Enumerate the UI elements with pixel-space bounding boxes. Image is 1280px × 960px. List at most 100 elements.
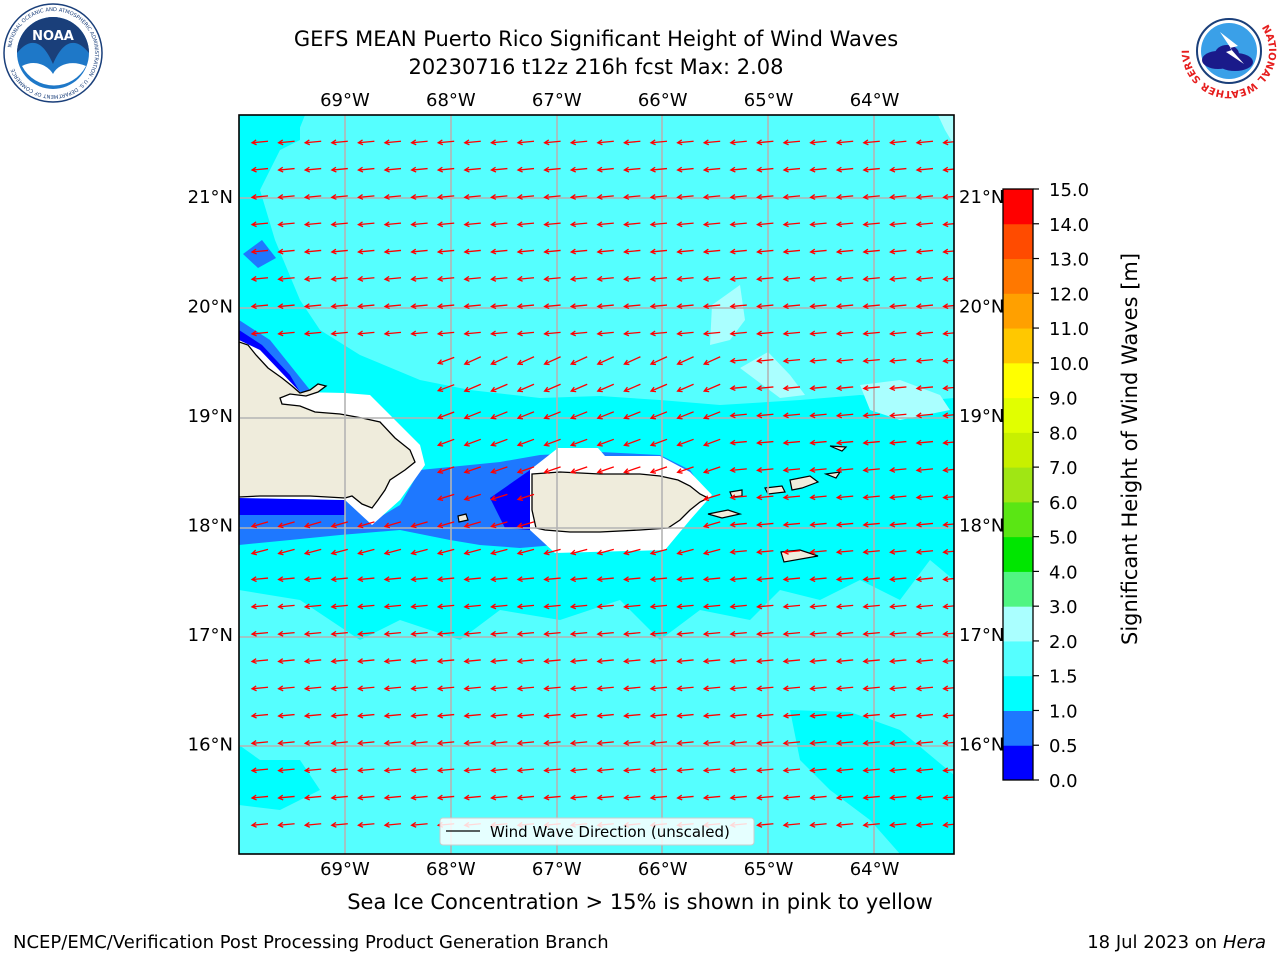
wave-direction-arrow — [383, 548, 402, 556]
wave-direction-arrow — [516, 275, 535, 282]
wave-direction-arrow — [516, 383, 535, 393]
wave-direction-arrow — [490, 166, 508, 173]
wave-direction-arrow — [490, 466, 508, 474]
wave-direction-arrow — [410, 330, 428, 337]
wave-direction-arrow — [543, 221, 561, 228]
wave-direction-arrow — [809, 221, 827, 228]
wave-direction-arrow — [782, 521, 801, 528]
wave-direction-arrow — [596, 139, 614, 146]
wave-direction-arrow — [516, 248, 535, 255]
lat-label-left: 18°N — [188, 516, 233, 537]
wave-direction-arrow — [782, 467, 801, 473]
wave-direction-arrow — [357, 166, 375, 173]
wave-direction-arrow — [756, 821, 774, 828]
plot-area — [239, 115, 954, 854]
wave-direction-arrow — [835, 221, 854, 228]
wave-direction-arrow — [809, 385, 827, 392]
wave-direction-arrow — [383, 740, 402, 746]
wave-direction-arrow — [835, 548, 854, 555]
wave-direction-arrow — [543, 630, 561, 637]
wave-direction-arrow — [676, 548, 694, 556]
wave-direction-arrow — [862, 357, 880, 364]
wave-direction-arrow — [862, 412, 880, 419]
wave-direction-arrow — [250, 767, 269, 774]
wave-direction-arrow — [835, 603, 854, 610]
colorbar-frame — [1002, 188, 1034, 781]
wave-direction-arrow — [915, 658, 934, 665]
wave-direction-arrow — [303, 821, 322, 828]
map-title: GEFS MEAN Puerto Rico Significant Height… — [293, 27, 899, 51]
wave-direction-arrow — [676, 330, 694, 337]
wave-direction-arrow — [835, 248, 854, 255]
wave-direction-arrow — [490, 658, 508, 665]
wave-direction-arrow — [729, 221, 747, 228]
wave-direction-arrow — [809, 275, 827, 282]
wave-direction-arrow — [809, 685, 827, 692]
wave-direction-arrow — [303, 685, 322, 692]
wave-direction-arrow — [702, 521, 721, 529]
wave-direction-arrow — [569, 275, 588, 282]
wave-direction-arrow — [729, 357, 747, 364]
wave-direction-arrow — [889, 139, 907, 146]
wave-direction-arrow — [330, 166, 348, 173]
wave-direction-arrow — [250, 166, 269, 173]
wave-direction-arrow — [569, 330, 588, 337]
wave-direction-arrow — [729, 194, 747, 200]
wave-direction-arrow — [756, 139, 774, 146]
wave-direction-arrow — [383, 576, 402, 583]
wave-direction-arrow — [862, 194, 880, 200]
wave-direction-arrow — [676, 685, 694, 692]
wave-direction-arrow — [676, 221, 694, 228]
wave-direction-arrow — [756, 685, 774, 692]
wave-direction-arrow — [676, 356, 694, 366]
wave-direction-arrow — [649, 630, 668, 637]
wave-direction-arrow — [782, 740, 801, 746]
wave-direction-arrow — [702, 658, 721, 665]
wave-direction-arrow — [463, 166, 481, 173]
lon-label-bottom: 65°W — [744, 859, 794, 880]
wave-direction-arrow — [702, 303, 721, 310]
wave-direction-arrow — [915, 548, 934, 555]
wave-direction-arrow — [782, 139, 801, 146]
wave-direction-arrow — [490, 411, 508, 420]
wave-direction-arrow — [756, 221, 774, 228]
wave-direction-arrow — [835, 412, 854, 419]
wave-direction-arrow — [490, 438, 508, 447]
footer-date: 18 Jul 2023 on — [1087, 932, 1223, 953]
wave-direction-arrow — [782, 275, 801, 282]
colorbar-swatch — [1003, 432, 1033, 468]
wave-direction-arrow — [410, 194, 428, 200]
wave-direction-arrow — [490, 275, 508, 282]
wave-direction-arrow — [889, 576, 907, 583]
wave-direction-arrow — [277, 248, 295, 255]
wave-direction-arrow — [250, 330, 269, 337]
wave-direction-arrow — [357, 139, 375, 146]
wave-direction-arrow — [463, 383, 482, 393]
wave-direction-arrow — [649, 548, 668, 556]
wave-direction-arrow — [596, 194, 614, 200]
wave-direction-arrow — [756, 412, 774, 419]
wave-direction-arrow — [596, 248, 614, 255]
wave-direction-arrow — [436, 548, 455, 556]
wave-direction-arrow — [357, 767, 375, 774]
wave-direction-arrow — [649, 794, 668, 801]
wave-direction-arrow — [889, 821, 907, 828]
wave-direction-arrow — [702, 221, 721, 228]
wave-direction-arrow — [835, 821, 854, 828]
wave-direction-arrow — [756, 467, 774, 473]
wave-direction-arrow — [809, 767, 827, 774]
wave-direction-arrow — [569, 221, 588, 228]
wave-direction-arrow — [835, 740, 854, 746]
wave-direction-arrow — [676, 630, 694, 637]
wave-direction-arrow — [383, 821, 402, 828]
wave-direction-arrow — [623, 330, 641, 337]
wave-direction-arrow — [569, 576, 588, 583]
wave-direction-arrow — [516, 166, 535, 173]
wave-direction-arrow — [676, 166, 694, 173]
wave-direction-arrow — [862, 275, 880, 282]
wave-direction-arrow — [649, 685, 668, 692]
wave-direction-arrow — [303, 548, 322, 556]
wave-direction-arrow — [835, 576, 854, 583]
wave-direction-arrow — [942, 467, 954, 473]
